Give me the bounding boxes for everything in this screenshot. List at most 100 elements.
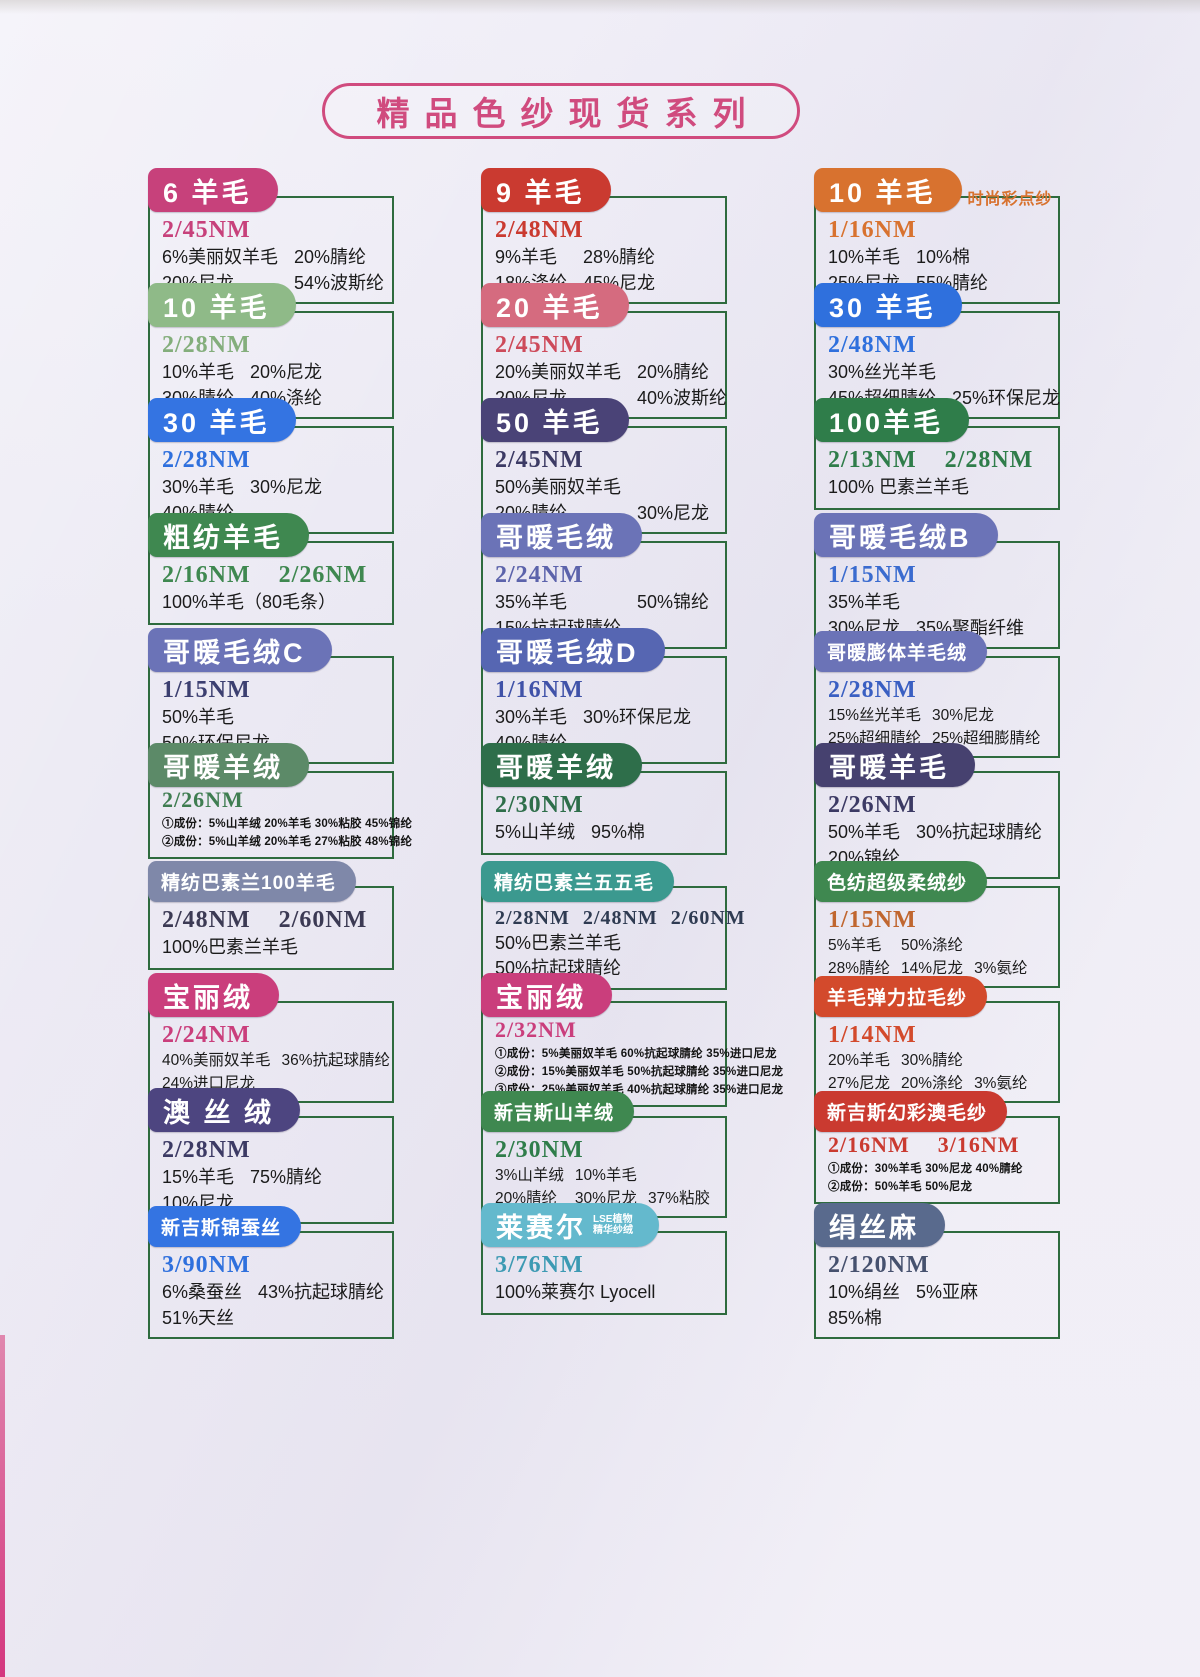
- card-title-pill: 20 羊毛: [481, 283, 629, 327]
- composition-item: 28%腈纶: [583, 247, 656, 268]
- yarn-count-value: 2/45NM: [495, 332, 584, 358]
- composition-item: 20%腈纶: [495, 1189, 558, 1207]
- yarn-card: 哥暖毛绒B 1/15NM 35%羊毛 30%尼龙 35%聚酯纤维: [814, 513, 1060, 650]
- card-header-row: 6 羊毛: [148, 168, 394, 212]
- composition-item: 6%桑蚕丝: [162, 1282, 243, 1303]
- card-title-pill: 新吉斯山羊绒: [481, 1091, 635, 1132]
- composition-item: 40%美丽奴羊毛: [162, 1052, 271, 1070]
- composition-line: 6%美丽奴羊毛 20%腈纶: [162, 246, 400, 271]
- composition-item: 5%羊毛: [828, 937, 882, 955]
- composition-item: 27%尼龙: [828, 1074, 891, 1092]
- card-yarn-count: 1/15NM: [828, 907, 1052, 933]
- yarn-count-value: 1/15NM: [162, 677, 251, 703]
- card-header-row: 新吉斯锦蚕丝: [148, 1203, 394, 1247]
- composition-item: 30%羊毛: [495, 707, 568, 728]
- card-title-pill: 精纺巴素兰五五毛: [481, 861, 675, 902]
- composition-line: 5%山羊绒 95%棉: [495, 821, 661, 846]
- yarn-count-value: 2/28NM: [162, 447, 251, 473]
- yarn-card: 澳 丝 绒 2/28NM 15%羊毛 75%腈纶 10%尼龙: [148, 1088, 394, 1225]
- composition-item: 50%羊毛: [162, 707, 235, 728]
- card-title: 哥暖毛绒B: [829, 522, 972, 553]
- composition-variant: ②成份：15%美丽奴羊毛 50%抗起球腈纶 35%进口尼龙: [495, 1066, 784, 1078]
- composition-line: 10%绢丝 5%亚麻: [828, 1281, 994, 1306]
- yarn-count-value: 2/48NM: [495, 217, 584, 243]
- composition-variant: ①成份：5%美丽奴羊毛 60%抗起球腈纶 35%进口尼龙: [495, 1048, 777, 1061]
- card-title-pill: 哥暖毛绒B: [814, 513, 998, 557]
- composition-line: 20%美丽奴羊毛 20%腈纶: [495, 361, 743, 386]
- card-spec-box: 2/120NM 10%绢丝 5%亚麻 85%棉: [814, 1231, 1060, 1340]
- composition-item: 43%抗起球腈纶: [258, 1282, 385, 1303]
- card-header-row: 30 羊毛: [148, 398, 394, 442]
- yarn-count-value: 2/48NM: [828, 332, 917, 358]
- card-title: 哥暖毛绒C: [163, 637, 306, 668]
- card-title: 哥暖羊绒: [496, 752, 616, 783]
- composition-item: 30%尼龙: [637, 502, 710, 523]
- card-title: 哥暖羊毛: [829, 752, 949, 783]
- card-header-row: 30 羊毛: [814, 283, 1060, 327]
- yarn-count-value: 2/24NM: [162, 1022, 251, 1048]
- composition-variant: ①成份：30%羊毛 30%尼龙 40%腈纶: [828, 1163, 1023, 1176]
- card-title: 9 羊毛: [496, 177, 585, 208]
- composition-item: 100% 巴素兰羊毛: [828, 477, 970, 498]
- card-composition: 20%羊毛 30%腈纶 27%尼龙 20%涤纶 3%氨纶: [828, 1051, 1038, 1095]
- yarn-count-value: 2/28NM: [162, 1137, 251, 1163]
- yarn-card: 哥暖羊毛 2/26NM 50%羊毛 30%抗起球腈纶 20%锦纶: [814, 743, 1060, 880]
- yarn-count-value: 2/16NM: [162, 562, 251, 588]
- card-yarn-count: 1/16NM: [495, 677, 719, 703]
- composition-item: 15%羊毛: [162, 1167, 235, 1188]
- composition-item: 10%羊毛: [162, 362, 235, 383]
- card-yarn-count: 2/32NM: [495, 1017, 719, 1042]
- card-composition-variants: ①成份：30%羊毛 30%尼龙 40%腈纶 ②成份：50%羊毛 50%尼龙: [828, 1161, 1052, 1197]
- composition-item: 3%氨纶: [974, 1074, 1028, 1092]
- card-yarn-count: 2/24NM: [162, 1022, 386, 1048]
- composition-line: 3%山羊绒 10%羊毛: [495, 1166, 721, 1188]
- card-title: 精纺巴素兰100羊毛: [161, 873, 336, 894]
- composition-item: 6%美丽奴羊毛: [162, 247, 279, 268]
- yarn-card: 新吉斯幻彩澳毛纱 2/16NM 3/16NM ①成份：30%羊毛 30%尼龙 40%腈…: [814, 1088, 1060, 1204]
- composition-line: 50%美丽奴羊毛: [495, 476, 725, 501]
- composition-item: 25%超细膨腈纶: [932, 729, 1041, 747]
- card-title: 宝丽绒: [163, 982, 253, 1013]
- card-header-row: 哥暖羊绒: [481, 743, 727, 787]
- composition-item: 50%锦纶: [637, 592, 710, 613]
- composition-line: 50%羊毛 30%抗起球腈纶: [828, 821, 1058, 846]
- composition-item: 25%超细腈纶: [828, 729, 922, 747]
- composition-item: 35%羊毛: [828, 592, 901, 613]
- card-title: 10 羊毛: [829, 177, 936, 208]
- composition-item: 10%羊毛: [574, 1167, 637, 1185]
- card-title: 新吉斯锦蚕丝: [161, 1218, 282, 1239]
- card-header-row: 莱赛尔 LSE植物 精华纱绒: [481, 1203, 727, 1247]
- card-yarn-count: 2/48NM: [495, 217, 719, 243]
- yarn-card: 100羊毛 2/13NM 2/28NM 100% 巴素兰羊毛: [814, 398, 1060, 513]
- card-composition: 15%丝光羊毛 30%尼龙 25%超细腈纶 25%超细膨腈纶: [828, 706, 1052, 750]
- composition-item: 24%进口尼龙: [162, 1074, 256, 1092]
- yarn-count-value: 2/60NM: [278, 907, 368, 933]
- composition-line: 28%腈纶 14%尼龙 3%氨纶: [828, 959, 1038, 981]
- composition-item: 54%波斯纶: [294, 272, 385, 293]
- composition-item: 20%腈纶: [294, 247, 367, 268]
- yarn-count-value: 2/32NM: [495, 1017, 577, 1042]
- card-title: 10 羊毛: [163, 292, 270, 323]
- scan-edge-shade: [0, 0, 1200, 14]
- card-title: 6 羊毛: [163, 177, 252, 208]
- card-title: 20 羊毛: [496, 292, 603, 323]
- card-title-pill: 宝丽绒: [148, 973, 279, 1017]
- card-header-row: 羊毛弹力拉毛纱: [814, 973, 1060, 1017]
- yarn-card: 新吉斯锦蚕丝 3/90NM 6%桑蚕丝 43%抗起球腈纶 51%天丝: [148, 1203, 394, 1340]
- card-composition-variants: ①成份：5%山羊绒 20%羊毛 30%粘胶 45%锦纶 ②成份：5%山羊绒 20%…: [162, 816, 412, 852]
- composition-line: 15%羊毛 75%腈纶: [162, 1166, 338, 1191]
- composition-line: 10%羊毛 10%棉: [828, 246, 1004, 271]
- card-tag: 时尚彩点纱: [967, 191, 1053, 208]
- card-title: 30 羊毛: [163, 407, 270, 438]
- card-title-pill: 莱赛尔 LSE植物 精华纱绒: [481, 1203, 659, 1247]
- card-yarn-count: 2/26NM: [162, 787, 386, 812]
- card-title: 新吉斯幻彩澳毛纱: [827, 1103, 988, 1124]
- card-header-row: 粗纺羊毛: [148, 513, 394, 557]
- yarn-count-value: 2/28NM: [495, 907, 570, 929]
- composition-line: 40%美丽奴羊毛 36%抗起球腈纶: [162, 1051, 401, 1073]
